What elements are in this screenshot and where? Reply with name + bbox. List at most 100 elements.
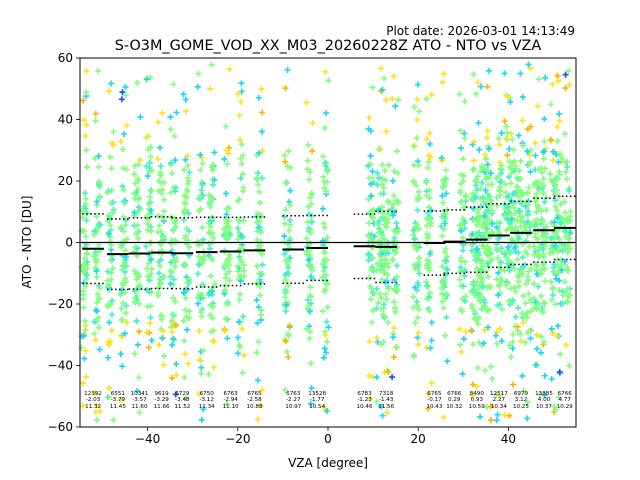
data-point [566, 245, 573, 252]
data-point [503, 282, 510, 289]
data-point [511, 265, 518, 272]
data-point [285, 354, 292, 360]
data-point [123, 166, 130, 173]
data-point [96, 193, 103, 200]
data-point [170, 81, 177, 88]
bin-stat-mean: -1.43 [379, 397, 394, 403]
data-point [515, 193, 522, 200]
data-point [505, 244, 512, 251]
data-point [538, 180, 545, 187]
data-point [197, 151, 204, 158]
data-point [109, 297, 116, 304]
data-point [307, 252, 314, 259]
data-point [520, 387, 527, 394]
data-point [285, 240, 291, 247]
data-point [184, 188, 191, 195]
data-point [321, 264, 328, 271]
data-point [423, 192, 430, 199]
data-point [523, 280, 529, 287]
data-point [549, 292, 556, 299]
data-point [181, 261, 188, 268]
data-point [515, 132, 522, 139]
data-point [542, 278, 549, 285]
data-point [518, 338, 525, 345]
data-point [95, 67, 101, 74]
data-point [119, 266, 126, 273]
data-point [200, 406, 207, 413]
data-point [484, 127, 491, 134]
data-point [541, 238, 547, 245]
data-point [161, 196, 167, 203]
data-point [470, 157, 477, 164]
data-point [282, 179, 289, 186]
data-point [240, 188, 247, 194]
data-point [477, 203, 484, 210]
data-point [517, 176, 524, 182]
data-point [514, 256, 521, 263]
data-point [182, 96, 189, 103]
data-point [172, 298, 179, 305]
data-point [427, 289, 433, 296]
data-point [84, 249, 91, 256]
data-point [384, 260, 391, 267]
data-point [443, 167, 449, 174]
data-point [131, 163, 138, 170]
data-point [473, 252, 480, 259]
data-point [207, 302, 214, 309]
data-point [379, 311, 386, 318]
data-point [285, 282, 292, 289]
data-point [442, 245, 449, 252]
data-point [173, 372, 180, 378]
data-point [477, 413, 484, 420]
data-point [487, 202, 494, 209]
data-point [395, 96, 402, 103]
data-point [488, 363, 494, 370]
data-point [463, 193, 469, 200]
data-point [81, 318, 88, 324]
data-point [480, 263, 487, 269]
data-point [475, 321, 482, 328]
data-point [323, 280, 330, 287]
data-point [184, 162, 191, 169]
data-point [226, 277, 233, 284]
data-point [367, 296, 374, 303]
data-point [525, 184, 532, 191]
data-point [194, 294, 201, 301]
data-point [148, 337, 155, 344]
data-point [498, 162, 505, 169]
data-point [169, 311, 176, 318]
data-point [258, 387, 265, 394]
data-point [374, 339, 381, 345]
bin-stat-std: 10.29 [557, 404, 573, 410]
data-point [208, 328, 215, 335]
data-point [501, 251, 508, 258]
data-point [172, 188, 179, 195]
data-point [368, 319, 375, 326]
data-point [443, 265, 450, 272]
data-point [282, 271, 289, 278]
bin-stat-n: 6763 [223, 391, 238, 397]
data-point [211, 338, 217, 345]
data-point [527, 296, 534, 303]
bin-stat-mean: -2.27 [286, 397, 301, 403]
data-point [222, 123, 229, 130]
data-point [394, 281, 401, 288]
data-point [257, 292, 264, 299]
data-point [118, 96, 125, 103]
data-point [377, 227, 384, 234]
data-point [475, 173, 482, 180]
data-point [253, 349, 260, 356]
data-point [167, 267, 174, 274]
data-point [80, 288, 87, 295]
data-point [169, 375, 175, 381]
data-point [509, 339, 516, 346]
data-point [565, 68, 572, 75]
data-point [478, 278, 485, 285]
data-point [182, 108, 189, 115]
data-point [236, 196, 243, 203]
data-point [385, 199, 392, 206]
data-point [547, 235, 554, 242]
data-point [489, 229, 496, 236]
data-point [224, 301, 231, 308]
